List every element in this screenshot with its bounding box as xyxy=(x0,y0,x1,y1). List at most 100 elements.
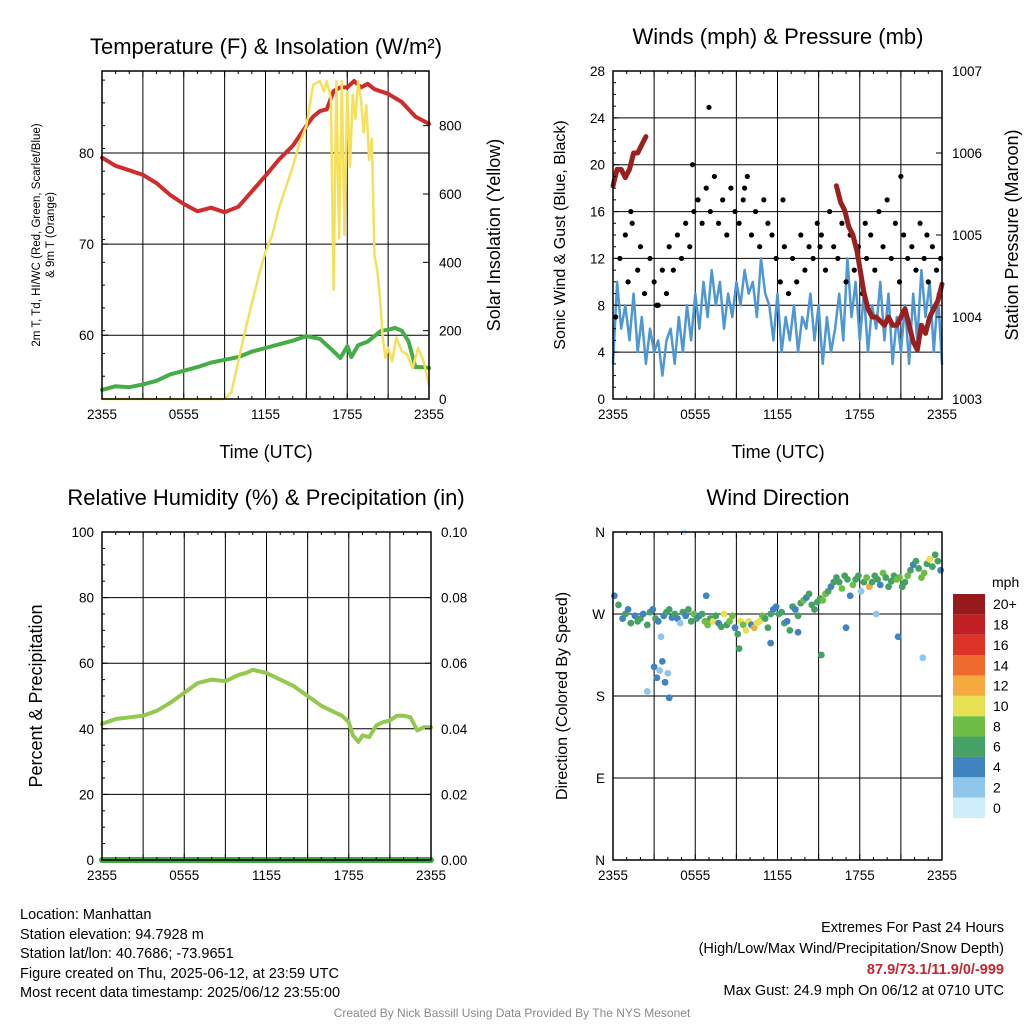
gust-point xyxy=(888,255,894,262)
location-text: Location: Manhattan xyxy=(20,907,152,923)
series-layer xyxy=(610,104,945,377)
gust-point xyxy=(740,197,746,203)
direction-point xyxy=(742,627,750,634)
y-tick-label-right: 0.04 xyxy=(441,722,468,737)
gust-point xyxy=(651,279,657,285)
colorbar-swatch xyxy=(953,675,985,696)
gust-point xyxy=(777,279,783,285)
colorbar-label: 14 xyxy=(993,657,1009,673)
direction-point xyxy=(761,615,769,622)
gust-point xyxy=(728,185,734,191)
gust-point xyxy=(765,220,771,226)
x-tick-label: 0555 xyxy=(169,868,199,883)
direction-point xyxy=(657,633,665,641)
direction-point xyxy=(656,667,664,674)
gust-point xyxy=(628,208,634,215)
gust-point xyxy=(905,255,911,262)
colorbar-label: 0 xyxy=(993,800,1001,816)
x-tick-label: 2355 xyxy=(598,407,628,422)
y-tick-label-left: 70 xyxy=(79,237,94,252)
gust-point xyxy=(635,267,641,273)
gust-point xyxy=(831,244,837,250)
direction-point xyxy=(772,603,780,611)
direction-point xyxy=(643,621,651,629)
colorbar: 0 2 4 6 8 10 12 14 16 18 20+ xyxy=(953,594,1017,818)
y-axis-label-left-line2: & 9m T (Orange) xyxy=(45,192,57,278)
x-tick-label: 2355 xyxy=(927,868,957,883)
direction-point xyxy=(728,612,736,620)
direction-point xyxy=(778,608,786,616)
y-tick-label-left: 20 xyxy=(79,787,94,802)
x-tick-label: 2355 xyxy=(416,868,446,883)
series-layer xyxy=(610,528,945,702)
gust-point xyxy=(924,232,930,238)
y-tick-label-left: 100 xyxy=(71,525,94,540)
y-tick-label-right: 800 xyxy=(439,119,462,134)
gust-point xyxy=(715,220,722,226)
direction-point xyxy=(709,617,717,625)
x-tick-label: 2355 xyxy=(927,407,957,422)
direction-point xyxy=(726,617,733,625)
direction-point xyxy=(912,557,920,565)
direction-point xyxy=(698,610,706,618)
y-tick-label-right: 1006 xyxy=(952,146,982,161)
colorbar-label: 2 xyxy=(993,779,1001,795)
direction-point xyxy=(838,585,846,592)
gust-point xyxy=(896,279,903,285)
direction-point xyxy=(794,628,802,636)
gust-point xyxy=(929,244,936,250)
gust-point xyxy=(647,255,653,262)
colorbar-swatch xyxy=(953,634,985,656)
gust-point xyxy=(933,267,940,273)
direction-point xyxy=(649,606,657,613)
colorbar-swatch xyxy=(953,777,985,798)
gust-point xyxy=(707,208,713,215)
direction-point xyxy=(702,592,710,600)
colorbar-swatch xyxy=(953,655,985,676)
series-line-rh xyxy=(100,667,433,744)
y-tick-label-right: 1007 xyxy=(952,64,982,79)
gust-point xyxy=(913,267,919,273)
gust-point xyxy=(744,173,750,180)
gust-point xyxy=(835,255,841,262)
x-tick-label: 1155 xyxy=(252,868,281,883)
tick-layer: 2355 0555 1155 1755 23550204060801000.000.02… xyxy=(71,525,467,883)
gust-point xyxy=(862,220,868,226)
direction-point xyxy=(907,566,914,574)
gust-point xyxy=(703,185,709,191)
colorbar-label: 18 xyxy=(993,617,1009,633)
x-tick-label: 2355 xyxy=(598,868,628,883)
colorbar-label: 6 xyxy=(993,739,1001,755)
gust-point xyxy=(880,244,886,250)
gust-point xyxy=(810,255,816,262)
gust-point xyxy=(780,197,786,203)
colorbar-swatch xyxy=(953,797,985,818)
elevation-text: Station elevation: 94.7928 m xyxy=(20,926,204,943)
direction-point xyxy=(731,624,739,632)
gust-point xyxy=(711,173,718,180)
extremes-info: Extremes For Past 24 Hours (High/Low/Max… xyxy=(699,918,1004,1002)
gust-point xyxy=(752,208,759,215)
x-tick-label: 1755 xyxy=(845,407,875,422)
direction-point xyxy=(734,630,742,638)
x-tick-label: 2355 xyxy=(87,407,117,422)
direction-point xyxy=(854,572,862,580)
colorbar-label: 8 xyxy=(993,718,1001,734)
direction-point xyxy=(901,578,909,586)
colorbar-title: mph xyxy=(992,574,1019,590)
direction-point xyxy=(610,592,618,600)
direction-point xyxy=(846,592,854,600)
series-layer xyxy=(100,79,431,401)
colorbar-label: 4 xyxy=(993,759,1001,775)
y-tick-label-right: 200 xyxy=(439,324,462,339)
x-axis-label: Time (UTC) xyxy=(731,442,824,462)
gust-point xyxy=(925,279,931,285)
gust-point xyxy=(641,290,648,297)
direction-point xyxy=(926,555,934,563)
direction-point xyxy=(643,688,651,695)
gust-point xyxy=(851,267,857,273)
gust-point xyxy=(629,220,635,226)
chart-title-temperature: Temperature (F) & Insolation (W/m²) xyxy=(90,34,442,59)
gust-point xyxy=(876,208,882,215)
direction-point xyxy=(650,663,658,671)
